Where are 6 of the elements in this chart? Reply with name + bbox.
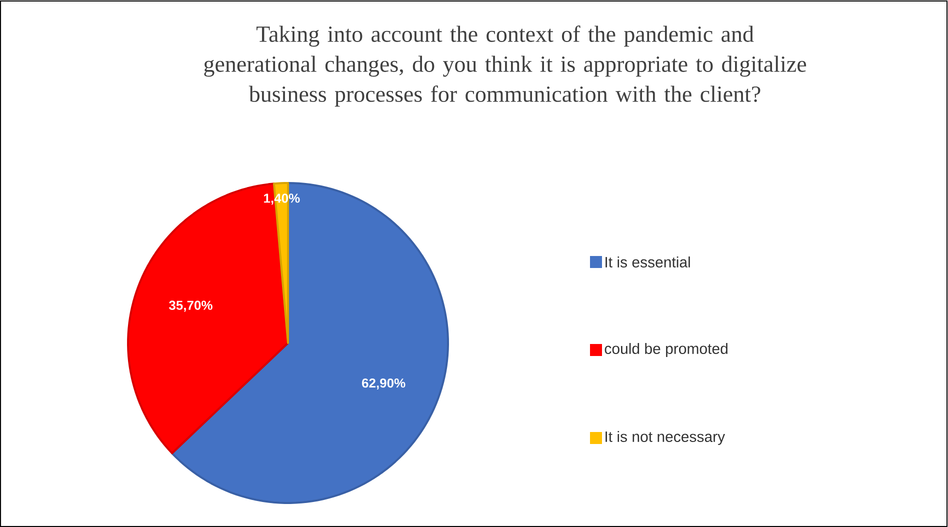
legend-label: It is not necessary bbox=[606, 430, 726, 445]
chart-title: Taking into account the context of the pandemic and generational changes, do you think it is appropriate to digitalize business processes for communication with the client? bbox=[204, 26, 806, 107]
data-label: 35,70% bbox=[168, 300, 212, 312]
data-label: 62,90% bbox=[362, 378, 406, 390]
legend-label: could be promoted bbox=[604, 342, 728, 357]
legend-label: It is essential bbox=[606, 256, 690, 268]
